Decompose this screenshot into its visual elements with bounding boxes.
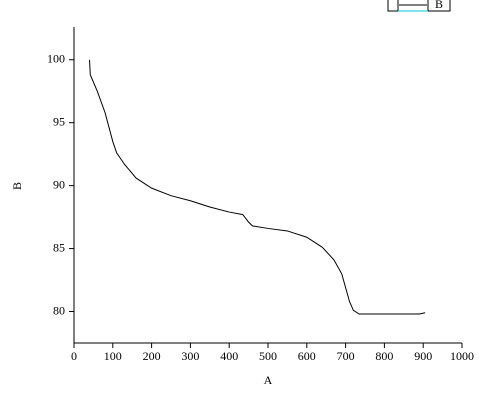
x-axis-label: A xyxy=(264,373,273,387)
y-tick-label: 100 xyxy=(47,51,65,65)
x-tick-label: 800 xyxy=(375,349,393,363)
x-tick-label: 500 xyxy=(259,349,277,363)
x-tick-label: 900 xyxy=(414,349,432,363)
y-axis-label: B xyxy=(10,182,24,190)
y-tick-label: 95 xyxy=(53,114,65,128)
x-tick-label: 0 xyxy=(71,349,77,363)
data-line xyxy=(89,59,426,315)
x-tick-label: 300 xyxy=(181,349,199,363)
x-tick-label: 700 xyxy=(337,349,355,363)
x-tick-label: 600 xyxy=(298,349,316,363)
y-tick-label: 90 xyxy=(53,177,65,191)
legend-label: B xyxy=(435,0,443,11)
y-tick-label: 85 xyxy=(53,240,65,254)
y-tick-label: 80 xyxy=(53,303,65,317)
x-tick-label: 100 xyxy=(104,349,122,363)
x-tick-label: 400 xyxy=(220,349,238,363)
x-tick-label: 200 xyxy=(143,349,161,363)
x-tick-label: 1000 xyxy=(450,349,474,363)
